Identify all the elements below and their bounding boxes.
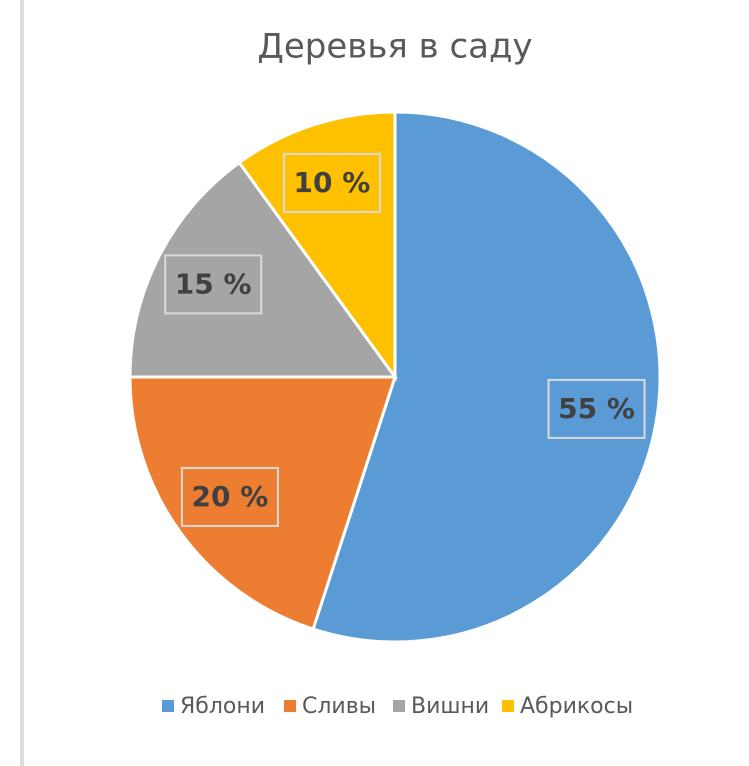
pie-slice xyxy=(128,160,398,379)
pie-slice xyxy=(311,110,662,644)
legend-swatch xyxy=(284,700,296,712)
label-box xyxy=(282,152,381,213)
label-box xyxy=(164,254,263,315)
legend-swatch xyxy=(502,700,514,712)
legend-label: Яблони xyxy=(180,694,265,719)
data-label: 55 % xyxy=(558,392,635,425)
chart-title: Деревья в саду xyxy=(257,27,532,67)
legend-swatch xyxy=(162,700,174,712)
pie-slice xyxy=(237,110,397,382)
pie-slice xyxy=(128,375,398,631)
legend-label: Вишни xyxy=(411,694,489,719)
legend-swatch xyxy=(393,700,405,712)
legend-label: Сливы xyxy=(302,694,376,719)
data-label: 15 % xyxy=(175,267,252,300)
label-box xyxy=(547,378,646,439)
data-label: 10 % xyxy=(294,166,371,199)
legend-label: Абрикосы xyxy=(520,694,633,719)
data-label: 20 % xyxy=(192,480,269,513)
label-box xyxy=(180,466,279,527)
